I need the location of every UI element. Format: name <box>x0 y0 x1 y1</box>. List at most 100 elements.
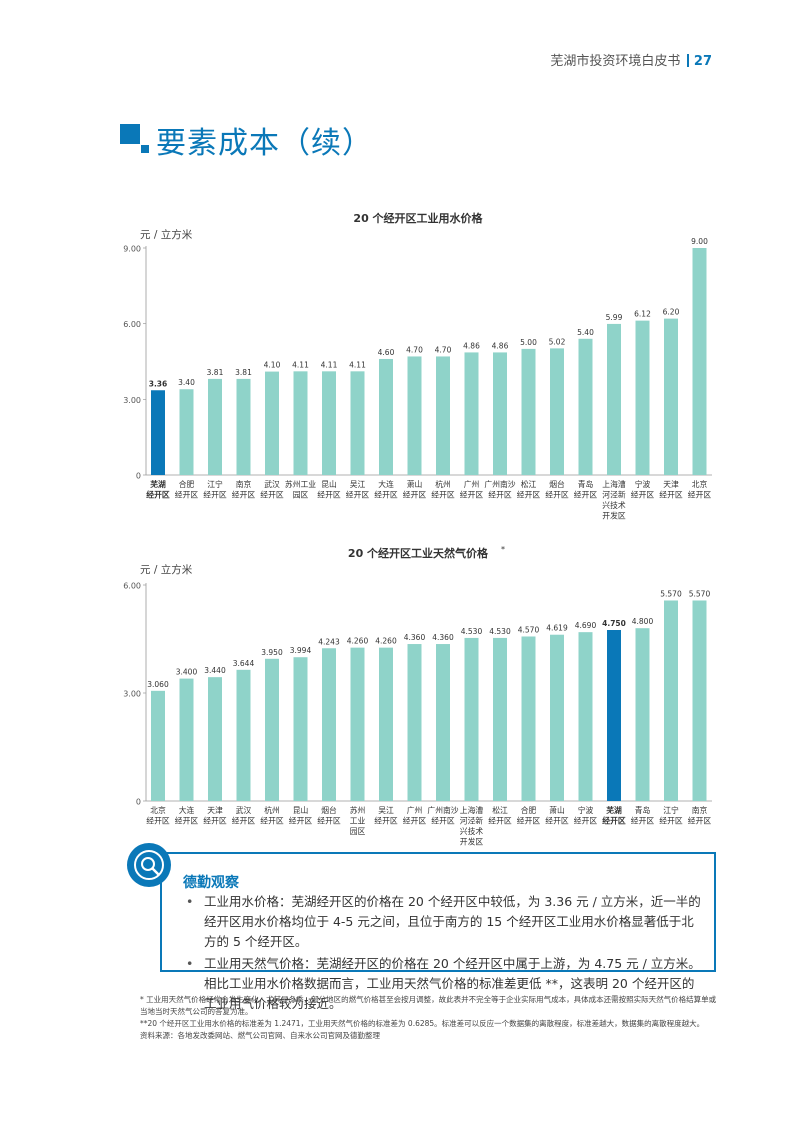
x-tick-label: 广州南沙 <box>484 479 515 489</box>
bar <box>179 389 194 475</box>
x-tick-label: 青岛 <box>578 479 594 489</box>
data-label: 5.40 <box>577 328 594 337</box>
title-small-square-icon <box>141 145 149 153</box>
footnote-source: 资料来源：各地发改委网站、燃气公司官网、自来水公司官网及德勤整理 <box>140 1031 380 1040</box>
x-tick-label: 宁波 <box>635 479 651 489</box>
data-label: 4.243 <box>318 637 340 646</box>
x-tick-label: 武汉 <box>236 805 252 815</box>
chart-title-mark: * <box>501 545 505 554</box>
bar <box>635 628 650 801</box>
magnifier-icon <box>127 843 171 887</box>
bar <box>464 352 479 475</box>
x-tick-label: 经开区 <box>403 816 427 826</box>
y-tick-label: 3.00 <box>123 690 141 699</box>
data-label: 4.11 <box>349 360 366 369</box>
bar <box>208 677 222 801</box>
x-tick-label: 松江 <box>492 805 508 815</box>
y-axis-label: 元 / 立方米 <box>140 228 193 241</box>
x-tick-label: 经开区 <box>631 490 655 500</box>
data-label: 3.994 <box>290 646 312 655</box>
x-tick-label: 经开区 <box>175 816 199 826</box>
bar <box>179 678 194 801</box>
x-tick-label: 经开区 <box>517 816 541 826</box>
data-label: 3.36 <box>149 379 168 388</box>
bar <box>436 356 450 475</box>
x-tick-label: 昆山 <box>293 805 309 815</box>
x-tick-label: 大连 <box>179 805 195 815</box>
data-label: 4.260 <box>375 637 397 646</box>
x-tick-label: 河泾新 <box>602 490 626 500</box>
x-tick-label: 经开区 <box>146 816 170 826</box>
x-tick-label: 经开区 <box>232 816 256 826</box>
bar <box>407 644 422 801</box>
data-label: 9.00 <box>691 237 708 246</box>
x-tick-label: 经开区 <box>317 816 341 826</box>
gas-price-chart: 20 个经开区工业天然气价格 * 元 / 立方米 0 3.00 6.00 3.060 北京经开… <box>123 545 712 847</box>
x-tick-label: 经开区 <box>545 816 569 826</box>
footnote-gas-price: * 工业用天然气价格经常会发生变化，尤其是冬季，部分地区的燃气价格甚至会按月调整… <box>140 995 717 1016</box>
bar <box>607 630 621 801</box>
x-tick-label: 杭州 <box>264 805 280 815</box>
bar <box>151 690 165 801</box>
observation-bullets: 工业用水价格：芜湖经开区的价格在 20 个经开区中较低，为 3.36 元 / 立… <box>186 892 704 1016</box>
x-tick-label: 经开区 <box>203 490 227 500</box>
data-label: 4.70 <box>435 345 452 354</box>
x-tick-label: 广州南沙 <box>427 805 458 815</box>
bar <box>664 600 678 801</box>
x-tick-label: 开发区 <box>460 837 484 847</box>
page-header: 芜湖市投资环境白皮书 27 <box>550 50 712 69</box>
x-tick-label: 经开区 <box>289 816 313 826</box>
data-label: 4.86 <box>492 341 509 350</box>
data-label: 5.02 <box>549 337 566 346</box>
x-tick-label: 经开区 <box>403 490 427 500</box>
x-tick-label: 经开区 <box>688 816 712 826</box>
title-square-icon <box>120 124 140 144</box>
data-label: 4.530 <box>489 627 511 636</box>
x-tick-label: 江宁 <box>663 805 679 815</box>
bar <box>236 669 251 801</box>
observation-bullet-gas: 工业用天然气价格：芜湖经开区的价格在 20 个经开区中属于上游，为 4.75 元… <box>186 954 704 1014</box>
x-tick-label: 苏州 <box>350 805 366 815</box>
y-tick-label: 9.00 <box>123 245 141 254</box>
data-label: 3.40 <box>178 378 195 387</box>
x-tick-label: 昆山 <box>321 479 337 489</box>
data-label: 4.530 <box>461 627 483 636</box>
chart-title: 20 个经开区工业用水价格 <box>353 211 483 225</box>
bar <box>550 348 564 475</box>
data-label: 4.60 <box>378 348 395 357</box>
x-tick-label: 武汉 <box>264 479 280 489</box>
x-tick-label: 经开区 <box>346 490 370 500</box>
x-tick-label: 园区 <box>350 827 366 836</box>
x-tick-label: 大连 <box>378 479 394 489</box>
bar <box>379 358 393 475</box>
x-tick-label: 上海漕 <box>602 479 626 489</box>
x-tick-label: 天津 <box>663 479 679 489</box>
data-label: 4.70 <box>406 345 423 354</box>
x-tick-label: 烟台 <box>549 479 565 489</box>
x-tick-label: 经开区 <box>602 816 626 826</box>
bar <box>607 323 621 475</box>
bar <box>436 644 450 801</box>
data-label: 4.260 <box>347 637 369 646</box>
x-tick-label: 杭州 <box>435 479 451 489</box>
x-tick-label: 萧山 <box>407 479 423 489</box>
x-tick-label: 经开区 <box>574 816 598 826</box>
x-tick-label: 南京 <box>236 479 252 489</box>
x-tick-label: 合肥 <box>179 479 195 489</box>
document-title: 芜湖市投资环境白皮书 <box>550 54 681 69</box>
data-label: 5.99 <box>606 313 623 322</box>
bar <box>493 637 507 801</box>
page-title: 要素成本（续） <box>156 126 373 161</box>
data-label: 4.360 <box>432 633 454 642</box>
data-label: 3.060 <box>147 680 169 689</box>
x-tick-label: 上海漕 <box>460 805 484 815</box>
x-tick-label: 经开区 <box>374 490 398 500</box>
x-tick-label: 开发区 <box>602 511 626 521</box>
x-tick-label: 合肥 <box>521 805 537 815</box>
x-tick-label: 经开区 <box>488 816 512 826</box>
x-tick-label: 芜湖 <box>606 805 622 815</box>
data-label: 3.81 <box>207 368 224 377</box>
bar <box>379 647 393 801</box>
observation-title: 德勤观察 <box>183 875 239 891</box>
